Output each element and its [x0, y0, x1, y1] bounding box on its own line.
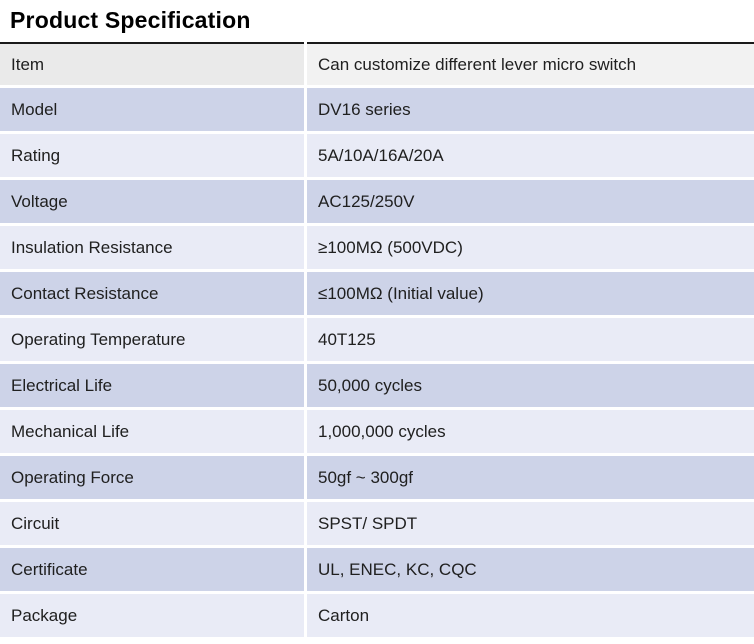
spec-label: Rating [0, 134, 304, 177]
table-row: Insulation Resistance ≥100MΩ (500VDC) [0, 226, 754, 269]
spec-label: Operating Force [0, 456, 304, 499]
spec-value: 50gf ~ 300gf [307, 456, 754, 499]
table-row: Mechanical Life 1,000,000 cycles [0, 410, 754, 453]
table-row: Circuit SPST/ SPDT [0, 502, 754, 545]
spec-value: ≥100MΩ (500VDC) [307, 226, 754, 269]
spec-label: Operating Temperature [0, 318, 304, 361]
spec-value: Can customize different lever micro swit… [307, 42, 754, 85]
spec-value: SPST/ SPDT [307, 502, 754, 545]
spec-value: 50,000 cycles [307, 364, 754, 407]
spec-value: AC125/250V [307, 180, 754, 223]
table-row: Rating 5A/10A/16A/20A [0, 134, 754, 177]
page-header: Product Specification [0, 0, 754, 42]
table-row: Electrical Life 50,000 cycles [0, 364, 754, 407]
table-row: Item Can customize different lever micro… [0, 42, 754, 85]
specification-table: Item Can customize different lever micro… [0, 42, 754, 637]
spec-label: Contact Resistance [0, 272, 304, 315]
spec-value: DV16 series [307, 88, 754, 131]
table-row: Model DV16 series [0, 88, 754, 131]
spec-value: Carton [307, 594, 754, 637]
page-title: Product Specification [10, 7, 251, 33]
spec-label: Voltage [0, 180, 304, 223]
spec-value: ≤100MΩ (Initial value) [307, 272, 754, 315]
spec-label: Mechanical Life [0, 410, 304, 453]
spec-value: 40T125 [307, 318, 754, 361]
table-row: Voltage AC125/250V [0, 180, 754, 223]
spec-value: 5A/10A/16A/20A [307, 134, 754, 177]
spec-label: Model [0, 88, 304, 131]
spec-label: Certificate [0, 548, 304, 591]
spec-value: 1,000,000 cycles [307, 410, 754, 453]
table-row: Certificate UL, ENEC, KC, CQC [0, 548, 754, 591]
spec-label: Electrical Life [0, 364, 304, 407]
spec-label: Item [0, 42, 304, 85]
spec-value: UL, ENEC, KC, CQC [307, 548, 754, 591]
spec-label: Package [0, 594, 304, 637]
table-row: Operating Temperature 40T125 [0, 318, 754, 361]
table-row: Package Carton [0, 594, 754, 637]
spec-label: Insulation Resistance [0, 226, 304, 269]
table-row: Operating Force 50gf ~ 300gf [0, 456, 754, 499]
spec-label: Circuit [0, 502, 304, 545]
table-row: Contact Resistance ≤100MΩ (Initial value… [0, 272, 754, 315]
